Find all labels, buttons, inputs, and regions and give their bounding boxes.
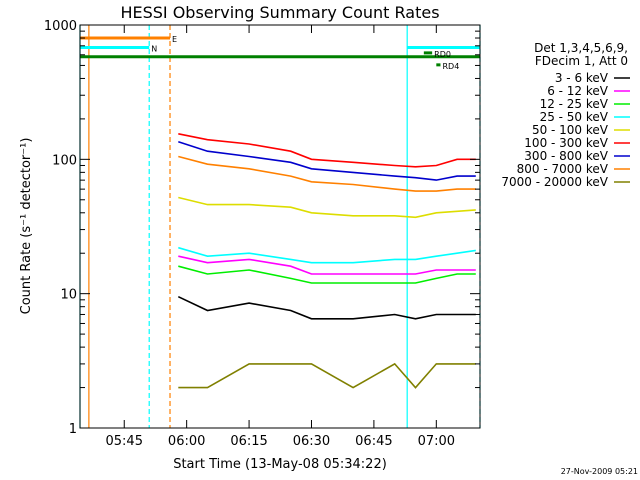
legend-label-3: 12 - 25 keV bbox=[540, 97, 609, 111]
legend-header-line-2: FDecim 1, Att 0 bbox=[535, 54, 628, 68]
y-tick-label-4: 1000 bbox=[44, 19, 77, 34]
y-tick-label-1: 1 bbox=[69, 422, 77, 437]
x-tick-label-2: 06:00 bbox=[168, 434, 205, 449]
y-axis-ticks: 1 10 100 1000 bbox=[44, 19, 480, 437]
legend-label-1: 3 - 6 keV bbox=[555, 71, 609, 85]
plot-frame bbox=[79, 24, 481, 429]
series-line-9 bbox=[178, 362, 476, 389]
x-tick-label-1: 05:45 bbox=[106, 434, 143, 449]
legend-label-6: 100 - 300 keV bbox=[524, 136, 608, 150]
legend: Det 1,3,4,5,6,9, FDecim 1, Att 0 3 - 6 k… bbox=[501, 41, 630, 189]
plot-area: E N RD0 RD4 bbox=[79, 25, 481, 428]
series-line-5 bbox=[178, 196, 476, 219]
series-line-1 bbox=[177, 295, 476, 320]
footer-timestamp: 27-Nov-2009 05:21 bbox=[561, 467, 638, 476]
legend-label-5: 50 - 100 keV bbox=[532, 123, 609, 137]
x-tick-label-3: 06:15 bbox=[230, 434, 267, 449]
y-tick-label-3: 100 bbox=[52, 153, 77, 168]
legend-header-line-1: Det 1,3,4,5,6,9, bbox=[534, 41, 628, 55]
flag-label-6: RD4 bbox=[442, 62, 459, 71]
x-axis-label: Start Time (13-May-08 05:34:22) bbox=[173, 457, 387, 472]
legend-label-9: 7000 - 20000 keV bbox=[501, 175, 608, 189]
series-line-2 bbox=[178, 255, 476, 275]
x-tick-label-6: 07:00 bbox=[418, 434, 455, 449]
legend-label-2: 6 - 12 keV bbox=[547, 84, 609, 98]
series-line-8 bbox=[178, 155, 476, 192]
x-tick-label-4: 06:30 bbox=[293, 434, 330, 449]
flag-label-1: E bbox=[172, 35, 177, 44]
x-tick-label-5: 06:45 bbox=[355, 434, 392, 449]
y-axis-label: Count Rate (s⁻¹ detector⁻¹) bbox=[19, 138, 34, 315]
series-line-6 bbox=[178, 133, 476, 168]
x-axis-ticks: 05:45 06:00 06:15 06:30 06:45 07:00 bbox=[106, 25, 455, 449]
series-line-7 bbox=[178, 141, 476, 181]
flag-label-2: N bbox=[151, 44, 157, 53]
series-line-4 bbox=[178, 246, 476, 264]
flag-label-5: RD0 bbox=[434, 50, 451, 59]
legend-label-8: 800 - 7000 keV bbox=[517, 162, 609, 176]
series-line-3 bbox=[178, 265, 476, 284]
y-tick-label-2: 10 bbox=[60, 288, 77, 303]
legend-label-7: 300 - 800 keV bbox=[524, 149, 608, 163]
chart-title: HESSI Observing Summary Count Rates bbox=[120, 3, 439, 22]
legend-label-4: 25 - 50 keV bbox=[540, 110, 609, 124]
